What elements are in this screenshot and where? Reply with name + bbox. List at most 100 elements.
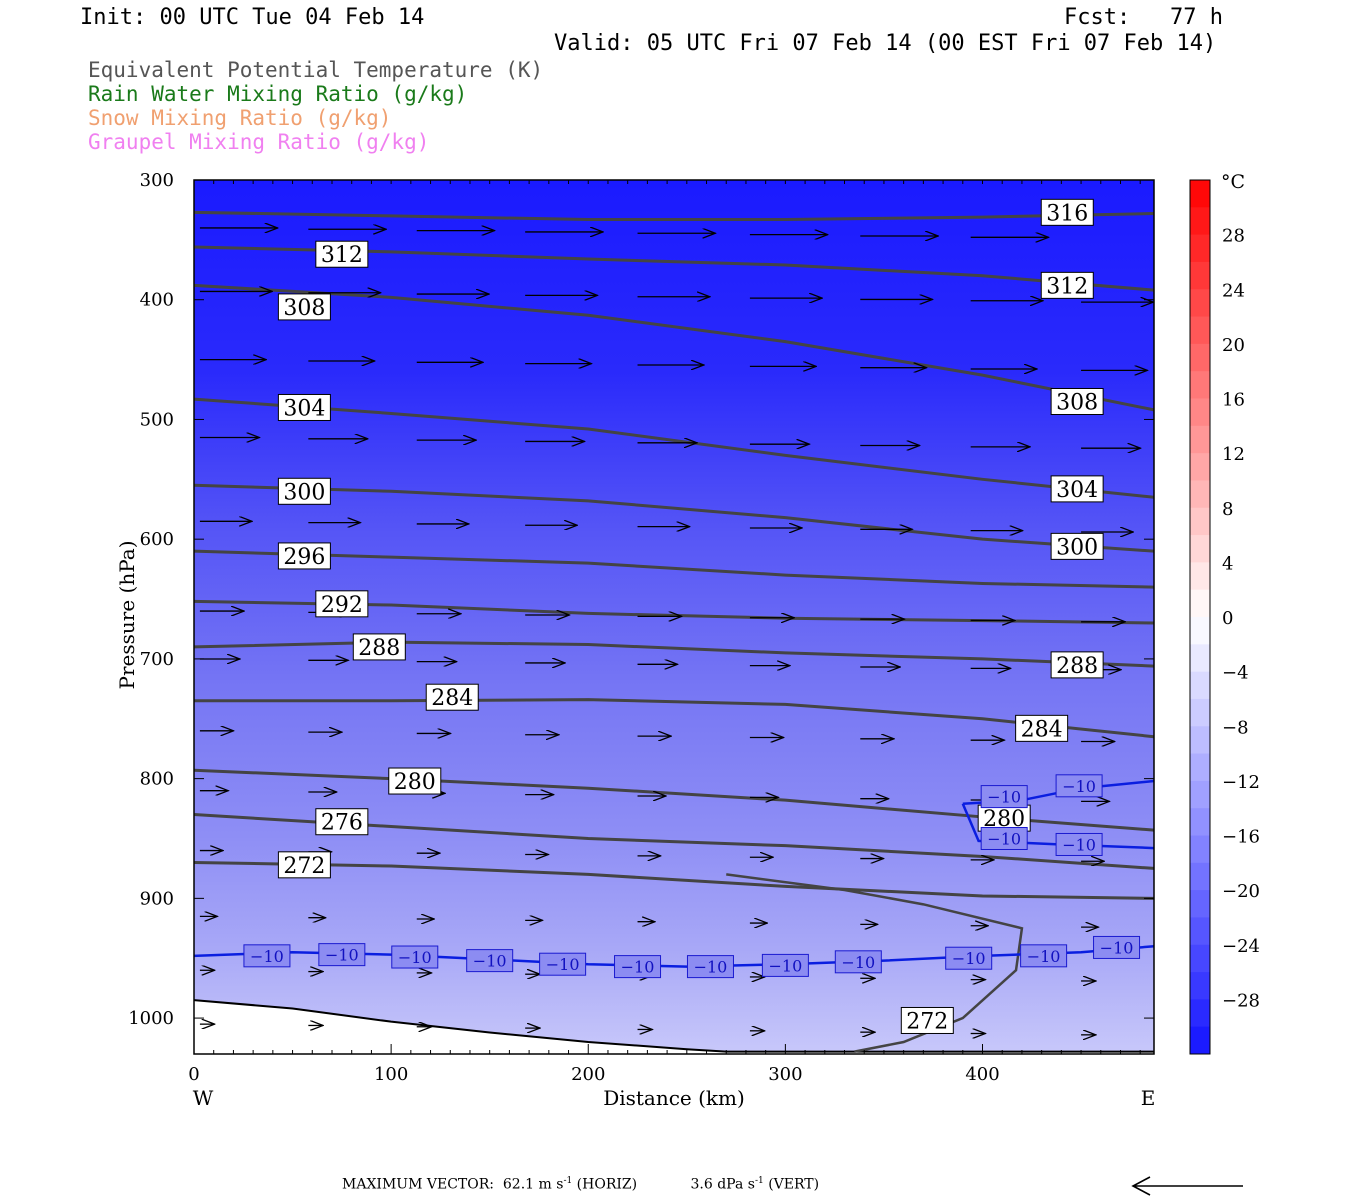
temp-label-box — [980, 826, 1028, 850]
colorbar-segment — [1190, 234, 1210, 263]
colorbar-segment — [1190, 917, 1210, 946]
y-axis-label: Pressure (hPa) — [115, 541, 139, 690]
theta-e-label-312: 312 — [321, 243, 363, 268]
colorbar-tick-label: 20 — [1222, 335, 1245, 356]
colorbar-segment — [1190, 617, 1210, 645]
theta-e-label-272: 272 — [283, 854, 325, 879]
cross-section-chart: 3163123123083083043043003002962922882882… — [115, 170, 1260, 1110]
temp-label-box — [1055, 774, 1103, 798]
colorbar-segment — [1190, 589, 1210, 618]
theta-e-label-box — [1015, 714, 1069, 742]
temp-label: −10 — [1027, 947, 1061, 966]
colorbar-tick-label: −28 — [1222, 990, 1260, 1011]
vert-exponent: -1 — [754, 1176, 764, 1186]
colorbar-segment — [1190, 780, 1210, 809]
reference-vector-arrow — [1131, 1176, 1243, 1196]
theta-e-label-box — [277, 393, 331, 421]
theta-e-label-box — [277, 851, 331, 879]
colorbar-tick-label: 4 — [1222, 553, 1233, 574]
colorbar-tick-label: −4 — [1222, 663, 1249, 684]
x-axis-west-label: W — [193, 1086, 214, 1110]
colorbar-segment — [1190, 371, 1210, 399]
temp-label: −10 — [768, 956, 802, 975]
colorbar-segment — [1190, 671, 1210, 700]
colorbar-segment — [1190, 972, 1210, 1000]
x-axis-east-label: E — [1141, 1086, 1156, 1110]
theta-e-label-box — [277, 542, 331, 570]
legend-theta-e: Equivalent Potential Temperature (K) — [88, 58, 544, 82]
theta-e-label-312: 312 — [1046, 274, 1088, 299]
temp-label: −10 — [398, 948, 432, 967]
theta-e-label-288: 288 — [1056, 654, 1098, 679]
colorbar-tick-label: 24 — [1222, 280, 1245, 301]
colorbar: 28 24 20 16 12 8 4 0 −4 −8 −12 −16 −20 −24 −28 — [1189, 179, 1260, 1055]
colorbar-segment — [1190, 944, 1210, 973]
colorbar-segment — [1190, 644, 1210, 673]
temp-label-box — [391, 945, 439, 969]
colorbar-segment — [1190, 316, 1210, 345]
temp-label-box — [945, 946, 993, 970]
y-tick-label: 900 — [140, 888, 174, 909]
y-tick-label: 300 — [140, 170, 174, 191]
theta-e-label-box — [315, 590, 369, 618]
theta-e-label-box — [1050, 651, 1104, 679]
theta-e-label-284: 284 — [431, 686, 473, 711]
terrain — [193, 999, 1154, 1054]
theta-e-label-box — [277, 477, 331, 505]
colorbar-tick-label: −8 — [1222, 717, 1249, 738]
temp-label: −10 — [987, 829, 1021, 848]
colorbar-tick-label: 28 — [1222, 226, 1245, 247]
colorbar-segment — [1190, 180, 1210, 208]
temp-label: −10 — [325, 946, 359, 965]
theta-e-label-316: 316 — [1046, 201, 1088, 226]
temp-label-box — [686, 955, 734, 979]
forecast-hour: Fcst: 77 h — [1064, 5, 1223, 30]
colorbar-frame — [1189, 179, 1211, 1055]
x-tick-label: 200 — [571, 1064, 605, 1085]
theta-e-label-284: 284 — [1021, 717, 1063, 742]
theta-e-label-box — [277, 293, 331, 321]
temp-label: −10 — [621, 958, 655, 977]
x-axis-label: Distance (km) — [603, 1086, 745, 1110]
theta-e-line-272-surface — [726, 873, 1024, 1053]
plot-frame — [193, 179, 1155, 1055]
colorbar-segment — [1190, 835, 1210, 864]
theta-e-label-box — [425, 683, 479, 711]
max-vector-footer: MAXIMUM VECTOR: 62.1 m s-1 (HORIZ) 3.6 d… — [342, 1176, 819, 1193]
x-tick-label: 100 — [374, 1064, 408, 1085]
y-tick-label: 1000 — [128, 1008, 174, 1029]
temp-label-box — [243, 944, 291, 968]
theta-e-label-292: 292 — [321, 593, 363, 618]
temp-label-box — [318, 943, 366, 967]
theta-e-label-304: 304 — [283, 396, 325, 421]
colorbar-segment — [1190, 1026, 1210, 1055]
theta-e-label-300: 300 — [1056, 535, 1098, 560]
max-vector-label: MAXIMUM VECTOR: — [342, 1176, 494, 1193]
theta-e-label-box — [1050, 387, 1104, 415]
legend-graupel: Graupel Mixing Ratio (g/kg) — [88, 130, 430, 154]
theta-e-label-box — [977, 804, 1031, 832]
temp-label-box — [761, 953, 809, 977]
colorbar-segment — [1190, 453, 1210, 481]
max-horiz-unit: (HORIZ) — [576, 1176, 638, 1193]
terrain-fill — [194, 1000, 1154, 1054]
colorbar-unit-label: °C — [1221, 171, 1245, 193]
temp-label: −10 — [952, 949, 986, 968]
theta-e-label-box — [1050, 532, 1104, 560]
temp-label-box — [980, 785, 1028, 809]
colorbar-segment — [1190, 698, 1210, 727]
theta-e-label-288: 288 — [358, 636, 400, 661]
colorbar-tick-label: −12 — [1222, 772, 1260, 793]
x-tick-label: 0 — [188, 1064, 199, 1085]
colorbar-segment — [1190, 343, 1210, 372]
max-vert-unit: (VERT) — [768, 1176, 820, 1193]
colorbar-tick-label: 0 — [1222, 608, 1233, 629]
theta-e-line-272 — [193, 860, 1155, 900]
temp-label-box — [1093, 935, 1141, 959]
temp-label: −10 — [987, 788, 1021, 807]
theta-e-label-280: 280 — [394, 770, 436, 795]
theta-e-label-300: 300 — [283, 480, 325, 505]
temp-label: −10 — [1062, 777, 1096, 796]
y-tick-label: 800 — [140, 769, 174, 790]
colorbar-segment — [1190, 289, 1210, 318]
